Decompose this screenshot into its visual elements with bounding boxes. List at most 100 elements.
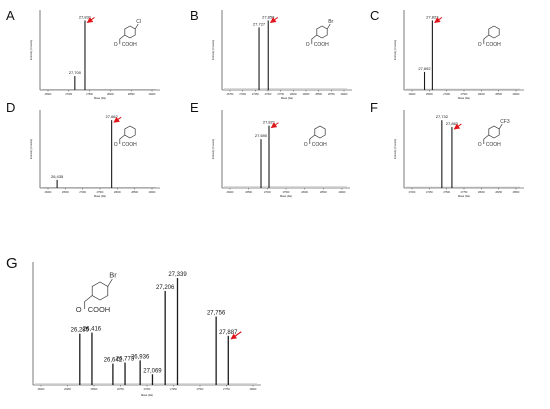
y-axis-label: Intensity (Counts) — [29, 139, 33, 159]
x-axis-label: Mass (Da) — [280, 194, 292, 198]
x-tick-label: 26750 — [117, 388, 124, 391]
x-tick-label: 28000 — [290, 93, 297, 96]
panel-letter: A — [6, 8, 15, 23]
substituent-bond-icon — [326, 23, 331, 30]
acetic-chain-icon — [483, 34, 490, 44]
peak-mass-label: 26,773 — [116, 357, 135, 363]
x-tick-label: 28000 — [478, 93, 485, 96]
peak-mass-label: 26,642 — [104, 358, 123, 364]
x-tick-label: 27500 — [443, 191, 450, 194]
panel-letter: E — [190, 100, 199, 115]
carboxyl-label: COOH — [122, 142, 137, 148]
x-tick-label: 27750 — [461, 191, 468, 194]
acetic-chain-icon — [483, 134, 490, 144]
x-axis-label: Mass (Da) — [141, 393, 153, 397]
x-axis-label: Mass (Da) — [94, 194, 106, 198]
peak-mass-label: 26,435 — [51, 174, 64, 179]
x-tick-label: 27750 — [277, 93, 284, 96]
x-tick-label: 26500 — [91, 388, 98, 391]
carboxyl-label: COOH — [122, 42, 137, 48]
x-tick-label: 26000 — [227, 191, 234, 194]
x-tick-label: 27000 — [409, 191, 416, 194]
acetic-chain-icon — [119, 134, 126, 144]
substituent-bond-icon — [134, 23, 139, 30]
x-tick-label: 28500 — [495, 93, 502, 96]
panel-letter: G — [6, 255, 18, 272]
x-tick-label: 29000 — [341, 93, 348, 96]
x-tick-label: 26500 — [426, 93, 433, 96]
peak-mass-label: 26,285 — [71, 328, 90, 334]
acetic-chain-icon — [309, 134, 316, 144]
x-tick-label: 29000 — [339, 191, 346, 194]
highlight-arrow-icon — [230, 331, 242, 340]
panel-letter: F — [370, 100, 378, 115]
x-tick-label: 26000 — [45, 191, 52, 194]
carboxyl-label: COOH — [486, 42, 501, 48]
carboxyl-label: COOH — [314, 42, 329, 48]
substituent-bond-icon — [107, 278, 113, 287]
highlight-arrow-icon — [269, 17, 279, 24]
carboxyl-label: COOH — [88, 305, 111, 314]
spectrum-panel-d: D Intensity (Counts) Mass (Da) 26000 26500 27… — [6, 100, 160, 198]
x-tick-label: 27000 — [264, 191, 271, 194]
x-tick-label: 26500 — [62, 191, 69, 194]
x-tick-label: 27500 — [197, 388, 204, 391]
benzene-ring-icon — [314, 125, 326, 139]
x-tick-label: 26000 — [409, 93, 416, 96]
x-tick-label: 28500 — [320, 191, 327, 194]
peak-mass-label: 27,662 — [106, 114, 119, 119]
highlight-arrow-icon — [434, 17, 443, 24]
spectrum-panel-b: B Intensity (Counts) Mass (Da) 26750 27000 27… — [190, 8, 352, 100]
peak-mass-label: 27,700 — [69, 70, 82, 75]
x-tick-label: 28250 — [495, 191, 502, 194]
x-tick-label: 28500 — [315, 93, 322, 96]
x-tick-label: 28500 — [513, 191, 520, 194]
x-tick-label: 26250 — [64, 388, 71, 391]
highlight-arrow-icon — [113, 116, 122, 123]
x-tick-label: 26500 — [45, 93, 52, 96]
x-tick-label: 28500 — [131, 191, 138, 194]
x-tick-label: 27000 — [144, 388, 151, 391]
x-tick-label: 27500 — [265, 93, 272, 96]
peak-mass-label: 27,339 — [168, 272, 187, 278]
x-axis-label: Mass (Da) — [458, 194, 470, 198]
y-axis-label: Intensity (Counts) — [393, 40, 397, 60]
acetic-chain-icon — [119, 34, 126, 44]
x-axis-label: Mass (Da) — [458, 96, 470, 100]
peak-mass-label: 27,887 — [219, 330, 238, 336]
substituent-bond-icon — [498, 123, 503, 130]
highlight-arrow-icon — [270, 122, 279, 129]
x-tick-label: 26750 — [227, 93, 234, 96]
carbonyl-o-label: O — [76, 305, 82, 314]
y-axis-label: Intensity (Counts) — [211, 40, 215, 60]
x-axis-label: Mass (Da) — [94, 96, 106, 100]
x-tick-label: 27000 — [443, 93, 450, 96]
x-tick-label: 27000 — [239, 93, 246, 96]
peak-mass-label: 26,416 — [83, 327, 102, 333]
carbonyl-o-label: O — [114, 142, 118, 148]
peak-mass-label: 27,069 — [143, 368, 162, 374]
carboxyl-label: COOH — [486, 142, 501, 148]
panel-letter: D — [6, 100, 15, 115]
spectrum-panel-a: A Intensity (Counts) Mass (Da) 26500 27000 27… — [6, 8, 160, 100]
spectrum-panel-e: E Intensity (Counts) Mass (Da) 26000 26500 27… — [190, 100, 350, 198]
peak-mass-label: 27,831 — [79, 14, 92, 19]
peak-mass-label: 27,756 — [207, 311, 226, 317]
substituent-label: CF3 — [500, 119, 510, 125]
carbonyl-o-label: O — [478, 42, 482, 48]
benzene-ring-icon — [316, 25, 328, 39]
peak-mass-label: 27,692 — [418, 66, 431, 71]
benzene-ring-icon — [488, 125, 500, 139]
x-tick-label: 27500 — [86, 93, 93, 96]
peak-mass-label: 27,727 — [253, 21, 266, 26]
x-tick-label: 27500 — [97, 191, 104, 194]
x-tick-label: 28000 — [301, 191, 308, 194]
x-tick-label: 28500 — [128, 93, 135, 96]
x-tick-label: 27250 — [426, 191, 433, 194]
peak-mass-label: 26,936 — [131, 354, 150, 360]
spectrum-panel-c: C Intensity (Counts) Mass (Da) 26000 26500 27… — [370, 8, 524, 100]
acetic-chain-icon — [84, 295, 93, 309]
benzene-ring-icon — [91, 281, 109, 301]
x-tick-label: 28000 — [478, 191, 485, 194]
highlight-arrow-icon — [453, 123, 462, 130]
